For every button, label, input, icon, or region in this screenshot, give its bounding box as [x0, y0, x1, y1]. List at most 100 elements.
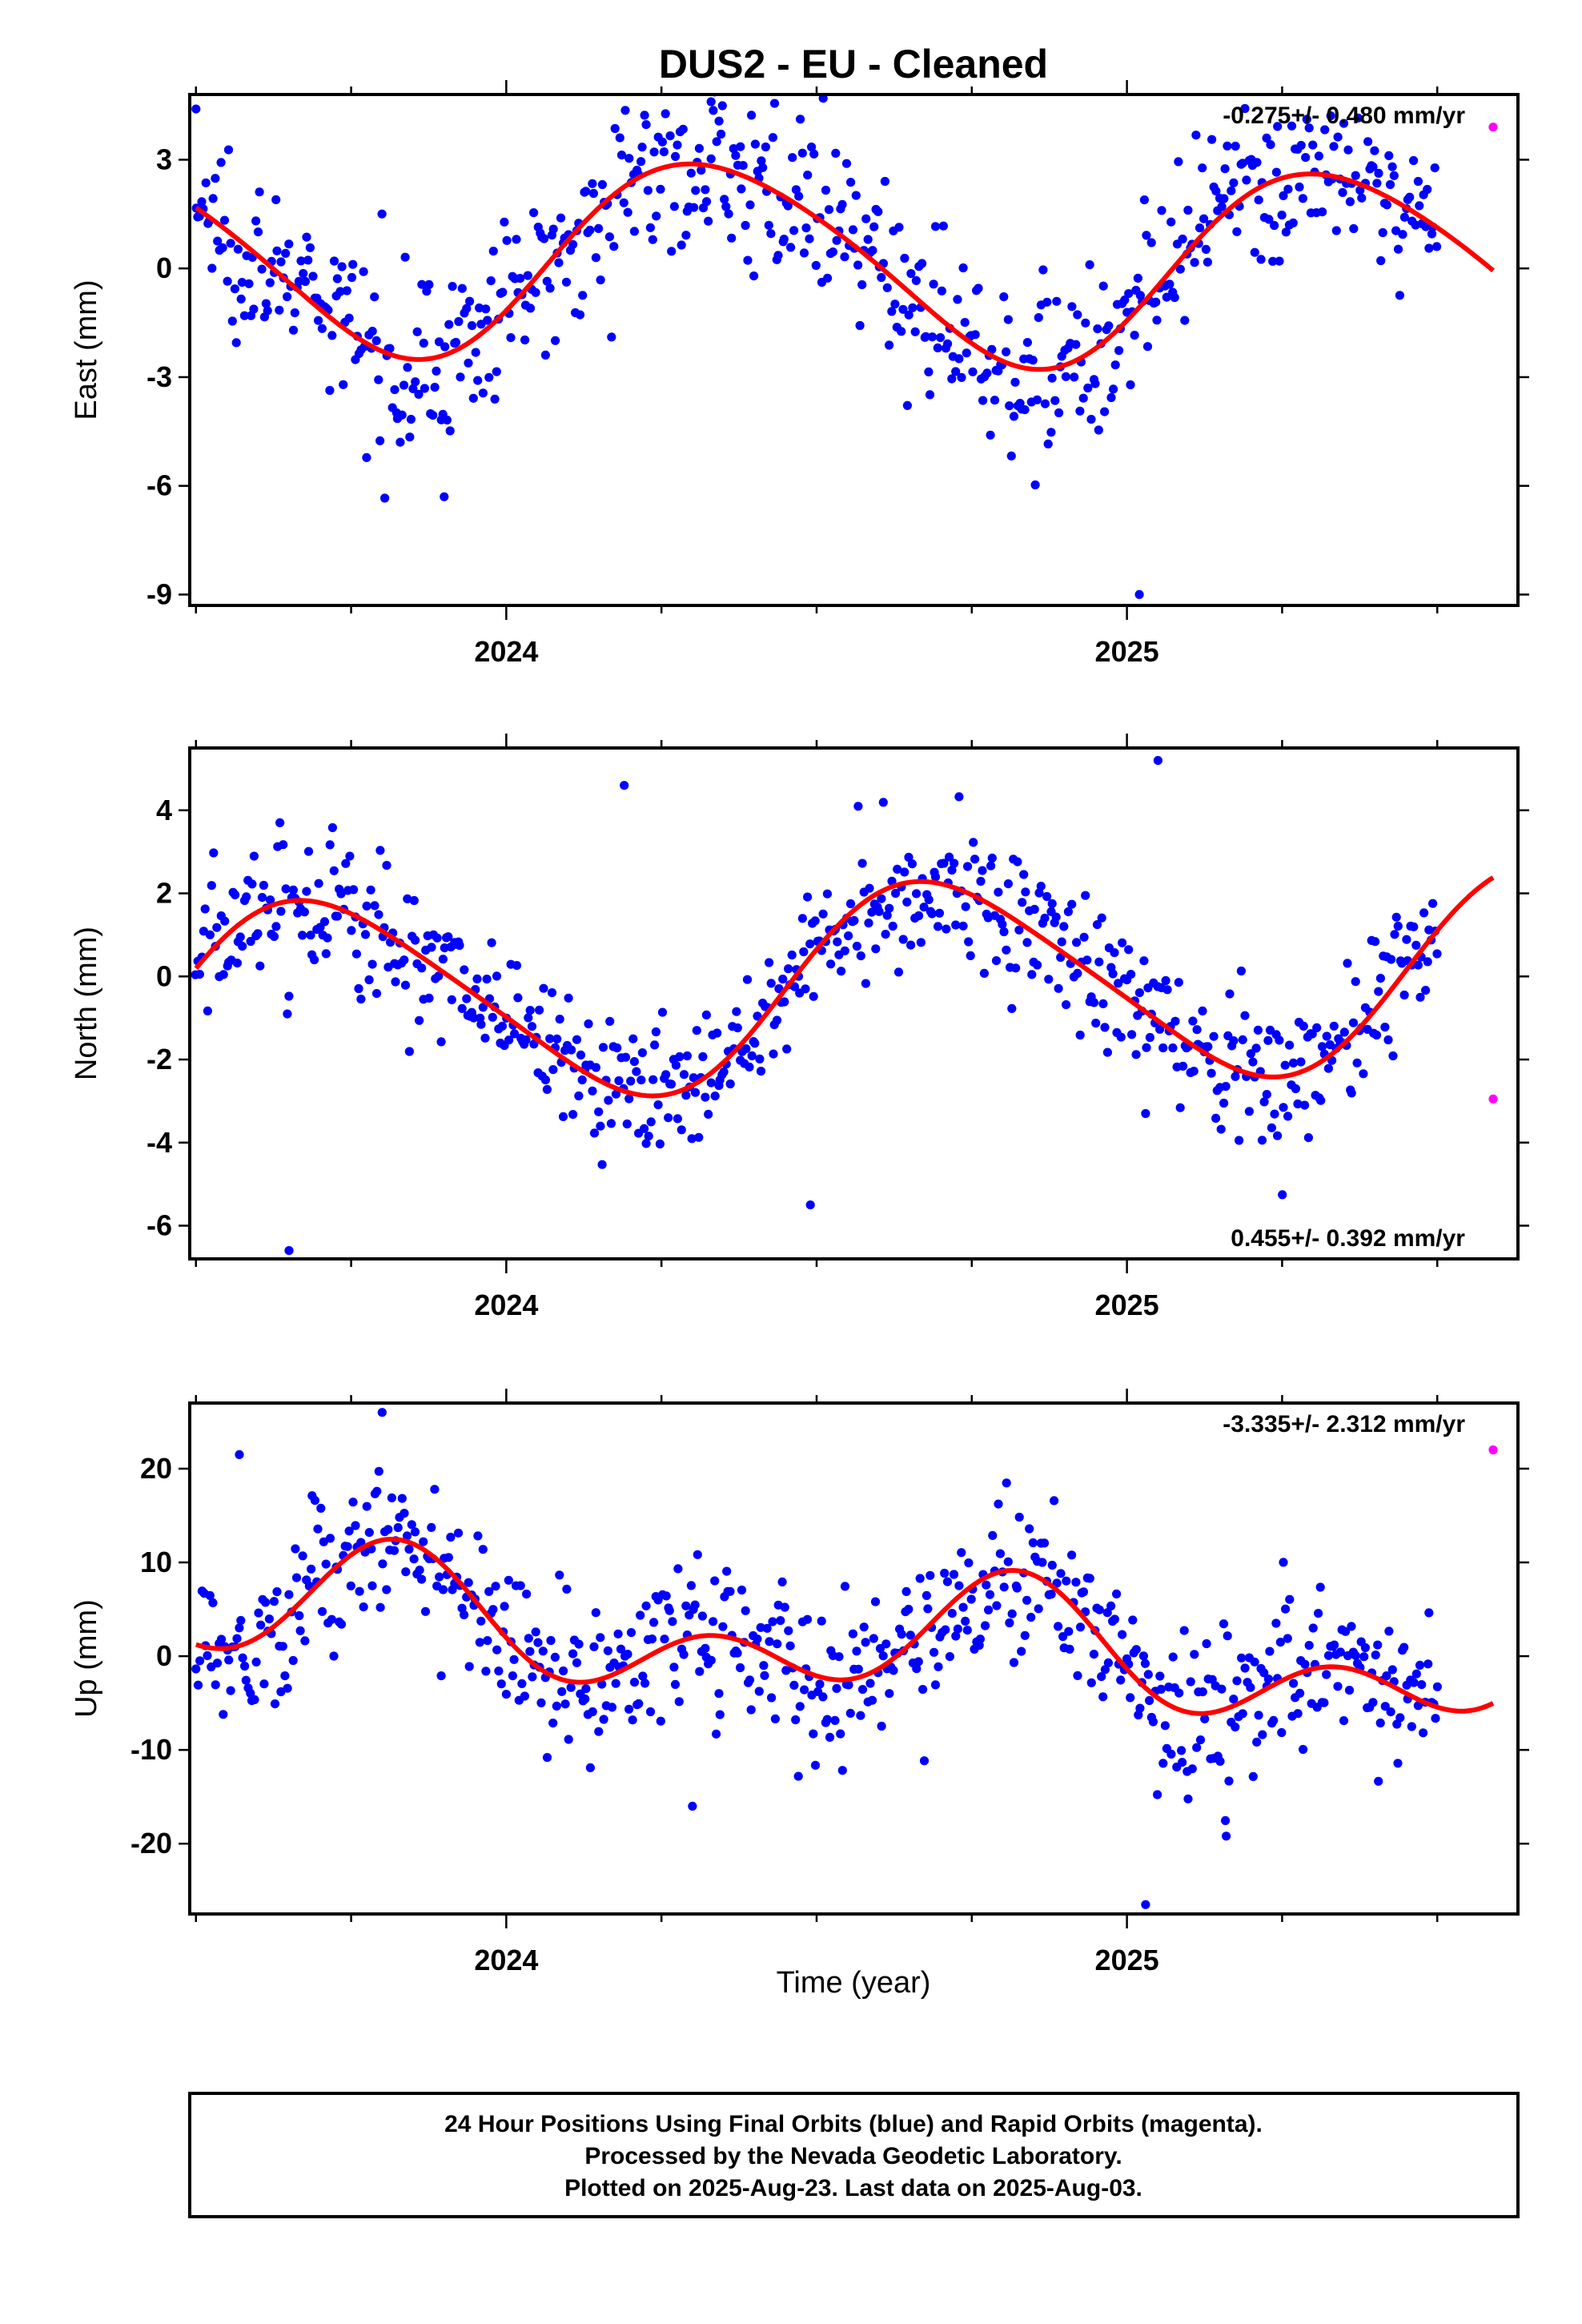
final-orbit-point: [1133, 273, 1142, 283]
final-orbit-point: [1402, 935, 1411, 944]
final-orbit-point: [1314, 1609, 1323, 1618]
final-orbit-point: [259, 880, 268, 891]
final-orbit-point: [254, 1608, 263, 1618]
final-orbit-point: [1223, 141, 1232, 151]
final-orbit-point: [738, 161, 748, 171]
final-orbit-point: [999, 292, 1009, 302]
final-orbit-point: [722, 1566, 732, 1576]
final-orbit-point: [296, 256, 306, 266]
final-orbit-point: [356, 995, 366, 1004]
final-orbit-point: [355, 1586, 364, 1596]
final-orbit-point: [830, 1715, 840, 1725]
x-tick-label: 2024: [474, 1944, 538, 1976]
final-orbit-point: [1300, 1659, 1310, 1669]
final-orbit-point: [483, 1636, 492, 1646]
final-orbit-point: [1126, 970, 1136, 979]
final-orbit-point: [446, 1532, 456, 1542]
final-orbit-point: [908, 303, 917, 312]
final-orbit-point: [749, 271, 759, 281]
final-orbit-point: [1094, 425, 1103, 435]
final-orbit-point: [580, 1694, 590, 1704]
final-orbit-point: [581, 1684, 591, 1694]
final-orbit-point: [1127, 1030, 1137, 1039]
final-orbit-point: [406, 415, 416, 424]
final-orbit-point: [219, 215, 230, 225]
final-orbit-point: [789, 226, 799, 235]
final-orbit-point: [1219, 1098, 1229, 1108]
final-orbit-point: [1413, 176, 1423, 187]
final-orbit-point: [256, 1620, 266, 1630]
final-orbit-point: [1183, 205, 1193, 215]
final-orbit-point: [1153, 756, 1162, 766]
up-panel: -20 -10 0 10 20 2024 2025 Up (mm) -3.335+/- 2.31…: [70, 1389, 1529, 1976]
final-orbit-point: [1275, 1035, 1284, 1045]
final-orbit-point: [1009, 1658, 1019, 1667]
final-orbit-point: [1331, 226, 1341, 235]
final-orbit-point: [796, 115, 805, 124]
final-orbit-point: [1134, 589, 1144, 600]
final-orbit-point: [524, 1013, 533, 1023]
final-orbit-point: [380, 493, 390, 503]
final-orbit-point: [486, 276, 496, 286]
final-orbit-point: [717, 129, 726, 139]
final-orbit-point: [1229, 178, 1239, 187]
final-orbit-point: [1020, 405, 1030, 415]
final-orbit-point: [1100, 1665, 1110, 1675]
final-orbit-point: [1288, 218, 1298, 227]
final-orbit-point: [1231, 1723, 1240, 1732]
final-orbit-point: [209, 848, 219, 858]
final-orbit-point: [545, 1034, 555, 1043]
final-orbit-point: [317, 324, 327, 333]
final-orbit-point: [1156, 1684, 1166, 1694]
final-orbit-point: [596, 1633, 605, 1642]
final-orbit-point: [1351, 977, 1360, 987]
final-orbit-point: [327, 822, 337, 833]
final-orbit-point: [1250, 247, 1259, 257]
final-orbit-point: [453, 1528, 464, 1538]
final-orbit-point: [584, 1019, 593, 1029]
final-orbit-point: [844, 1680, 853, 1690]
final-orbit-point: [451, 337, 461, 348]
final-orbit-point: [721, 202, 731, 211]
final-orbit-point: [665, 131, 675, 141]
final-orbit-point: [768, 133, 778, 143]
final-orbit-point: [1079, 932, 1089, 942]
final-orbit-point: [1430, 163, 1439, 173]
final-orbit-point: [1124, 289, 1134, 299]
final-orbit-point: [464, 1662, 474, 1671]
final-orbit-point: [299, 907, 309, 917]
final-orbit-point: [269, 931, 279, 941]
final-orbit-point: [364, 1528, 374, 1538]
final-orbit-point: [780, 1602, 789, 1612]
final-orbit-point: [235, 1623, 244, 1633]
final-orbit-point: [893, 967, 904, 977]
final-orbit-point: [966, 1594, 976, 1604]
final-orbit-point: [912, 889, 921, 899]
final-orbit-point: [487, 938, 496, 947]
final-orbit-point: [269, 1597, 279, 1606]
final-orbit-point: [767, 1693, 777, 1703]
final-orbit-point: [327, 331, 337, 340]
final-orbit-point: [1078, 393, 1088, 403]
final-orbit-point: [432, 366, 441, 376]
final-orbit-point: [810, 916, 820, 926]
final-orbit-point: [1343, 145, 1353, 155]
final-orbit-point: [359, 1602, 368, 1612]
final-orbit-point: [303, 846, 314, 856]
final-orbit-point: [1393, 921, 1403, 931]
final-orbit-point: [801, 984, 810, 994]
final-orbit-point: [898, 304, 908, 314]
final-orbit-point: [1012, 1583, 1022, 1593]
final-orbit-point: [1198, 1006, 1207, 1015]
final-orbit-point: [404, 1544, 414, 1554]
final-orbit-point: [746, 1705, 756, 1715]
final-orbit-point: [438, 1585, 448, 1594]
final-orbit-point: [861, 1638, 870, 1647]
final-orbit-point: [284, 1590, 294, 1599]
final-orbit-point: [259, 1679, 269, 1689]
final-orbit-point: [868, 246, 877, 255]
final-orbit-point: [1338, 187, 1347, 197]
final-orbit-point: [321, 1559, 331, 1569]
final-orbit-point: [1139, 956, 1149, 966]
final-orbit-point: [230, 284, 239, 294]
